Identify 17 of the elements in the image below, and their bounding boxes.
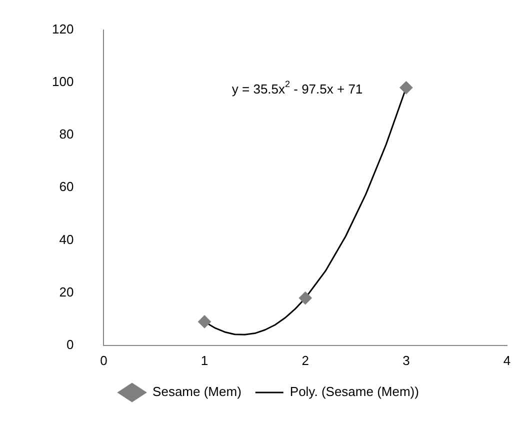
point [400,81,413,94]
y-tick-label: 0 [66,336,74,352]
x-tick-label: 0 [100,352,108,368]
y-tick-label: 120 [52,21,74,36]
y-tick-label: 20 [59,284,74,300]
y-tick-label: 40 [59,232,74,247]
point [198,315,212,328]
legend-label: Poly. (Sesame (Mem)) [290,384,419,400]
y-tick-label: 60 [59,179,74,194]
x-tick-label: 1 [200,352,208,368]
legend-label: Sesame (Mem) [152,384,242,400]
x-tick-label: 2 [302,352,309,368]
x-tick-label: 4 [503,352,511,368]
point [298,292,312,305]
x-tick-label: 3 [402,352,410,368]
y-tick-label: 80 [59,126,74,142]
y-tick-label: 100 [52,74,74,89]
